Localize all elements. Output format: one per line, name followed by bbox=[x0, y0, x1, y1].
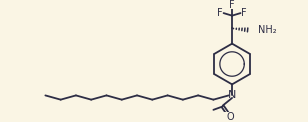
Text: NH₂: NH₂ bbox=[258, 25, 277, 35]
Text: F: F bbox=[241, 8, 247, 18]
Text: F: F bbox=[217, 8, 223, 18]
Text: F: F bbox=[229, 0, 235, 10]
Text: O: O bbox=[227, 112, 234, 122]
Text: N: N bbox=[228, 90, 236, 100]
